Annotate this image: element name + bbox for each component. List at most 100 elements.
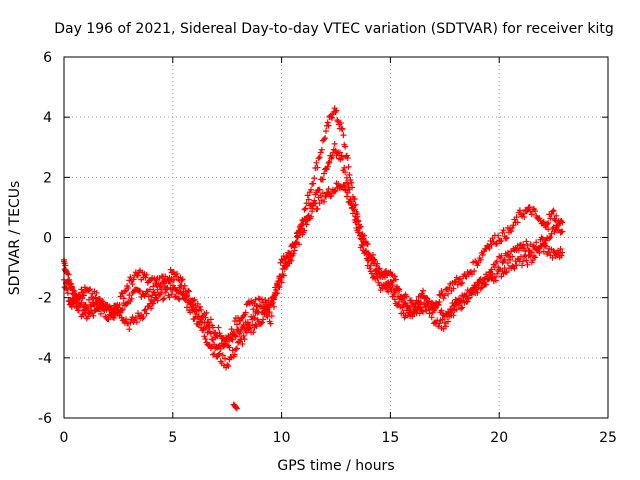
data-point (343, 193, 350, 200)
data-point (69, 299, 76, 306)
data-point (438, 288, 445, 295)
data-point (301, 227, 308, 234)
data-point (233, 321, 240, 328)
data-point (287, 256, 294, 263)
data-point (544, 221, 551, 228)
data-point (316, 154, 323, 161)
y-tick-label: -6 (38, 411, 52, 427)
data-point (115, 304, 122, 311)
data-point (472, 258, 479, 265)
data-point (215, 324, 222, 331)
data-point (216, 350, 223, 357)
data-point (120, 295, 127, 302)
data-point (325, 160, 332, 167)
data-point (99, 300, 106, 307)
data-point (523, 238, 530, 245)
data-point (439, 316, 446, 323)
data-point (203, 309, 210, 316)
data-point (164, 285, 171, 292)
data-point (270, 294, 277, 301)
data-point (557, 246, 564, 253)
data-point (145, 293, 152, 300)
data-point (311, 200, 318, 207)
data-point (143, 310, 150, 317)
data-point (492, 277, 499, 284)
data-point (259, 319, 266, 326)
data-point (441, 292, 448, 299)
data-point (128, 295, 135, 302)
data-point (455, 276, 462, 283)
data-point (105, 316, 112, 323)
data-point (201, 333, 208, 340)
data-point (202, 314, 209, 321)
data-point (500, 227, 507, 234)
data-point (548, 230, 555, 237)
data-point (63, 285, 70, 292)
data-point (70, 300, 77, 307)
data-point (450, 285, 457, 292)
data-point (93, 289, 100, 296)
data-point (392, 276, 399, 283)
data-point (286, 250, 293, 257)
data-point (328, 114, 335, 121)
data-point (408, 297, 415, 304)
x-tick-label: 0 (60, 430, 69, 446)
data-point (536, 215, 543, 222)
data-point (342, 143, 349, 150)
data-point (253, 302, 260, 309)
data-point (504, 260, 511, 267)
data-point (367, 262, 374, 269)
data-point (459, 279, 466, 286)
data-point (558, 252, 565, 259)
data-point (404, 303, 411, 310)
data-point (401, 299, 408, 306)
data-point (409, 313, 416, 320)
data-point (435, 323, 442, 330)
series-track-a (61, 105, 566, 352)
data-point (140, 313, 147, 320)
data-point (150, 283, 157, 290)
data-point (375, 279, 382, 286)
data-point (64, 286, 71, 293)
data-point (303, 200, 310, 207)
data-point (282, 254, 289, 261)
data-point (498, 252, 505, 259)
y-tick-label: 2 (43, 170, 52, 186)
data-point (68, 303, 75, 310)
data-point (250, 329, 257, 336)
data-point (347, 176, 354, 183)
data-point (337, 119, 344, 126)
data-point (86, 286, 93, 293)
data-point (513, 262, 520, 269)
data-point (477, 256, 484, 263)
data-point (270, 303, 277, 310)
data-point (182, 296, 189, 303)
data-point (367, 255, 374, 262)
data-point (174, 287, 181, 294)
data-point (226, 336, 233, 343)
data-point (345, 163, 352, 170)
data-point (233, 345, 240, 352)
data-point (232, 404, 239, 411)
data-point (106, 306, 113, 313)
data-point (546, 235, 553, 242)
data-point (251, 315, 258, 322)
data-point (321, 198, 328, 205)
data-point (162, 289, 169, 296)
data-point (69, 286, 76, 293)
data-point (459, 304, 466, 311)
data-point (230, 328, 237, 335)
data-point (90, 301, 97, 308)
data-point (191, 296, 198, 303)
data-point (487, 271, 494, 278)
data-point (212, 329, 219, 336)
data-point (538, 234, 545, 241)
data-point (288, 257, 295, 264)
data-point (515, 247, 522, 254)
data-point (435, 301, 442, 308)
data-point (357, 223, 364, 230)
data-point (178, 277, 185, 284)
data-point (333, 107, 340, 114)
data-point (318, 146, 325, 153)
data-point (316, 186, 323, 193)
